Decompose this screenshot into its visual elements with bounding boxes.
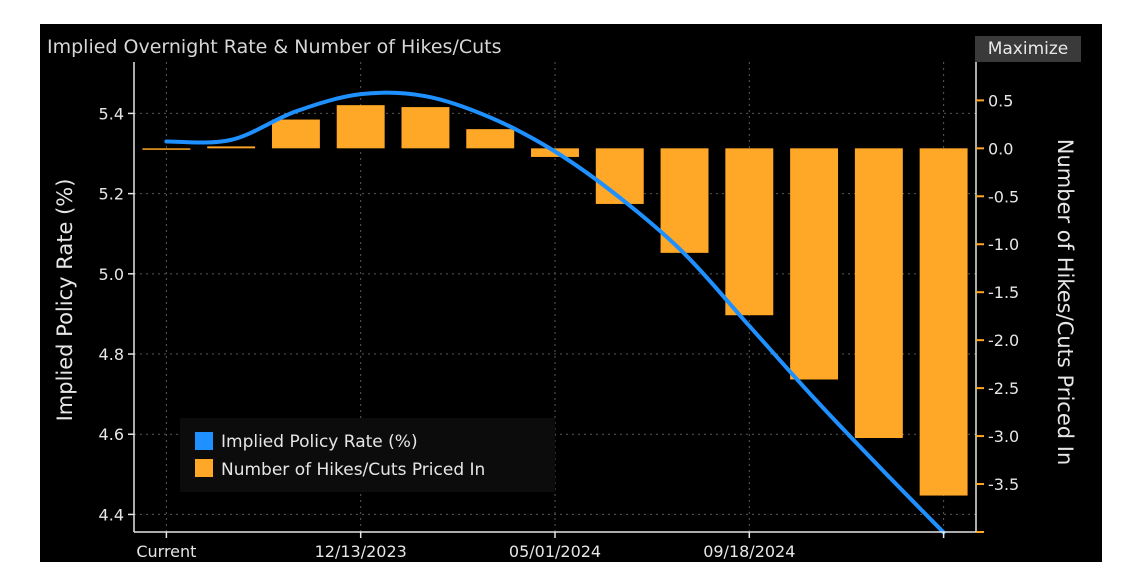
y-axis-title: Implied Policy Rate (%) bbox=[53, 179, 77, 422]
legend-label-rate: Implied Policy Rate (%) bbox=[221, 432, 418, 452]
legend-label-hikes: Number of Hikes/Cuts Priced In bbox=[221, 460, 485, 480]
left-ticks: 4.4 4.6 4.8 5.0 5.2 5.4 bbox=[99, 104, 134, 524]
maximize-button[interactable]: Maximize bbox=[975, 36, 1081, 62]
legend-swatch-rate bbox=[195, 432, 213, 450]
y2-tick-label-3: -1.0 bbox=[988, 235, 1019, 254]
bar-7 bbox=[595, 148, 644, 204]
bar-8 bbox=[660, 148, 709, 253]
legend: Implied Policy Rate (%) Number of Hikes/… bbox=[180, 418, 555, 492]
y-tick-label-2: 4.8 bbox=[99, 345, 124, 364]
y-tick-label-3: 5.0 bbox=[99, 265, 124, 284]
y2-tick-label-7: -3.0 bbox=[988, 427, 1019, 446]
y2-tick-label-2: -0.5 bbox=[988, 187, 1019, 206]
bar-11 bbox=[854, 148, 903, 438]
legend-background bbox=[180, 418, 555, 492]
y-tick-label-1: 4.6 bbox=[99, 425, 124, 444]
line-group bbox=[164, 90, 946, 535]
x-tick-label-0: Current bbox=[136, 542, 196, 561]
bar-10 bbox=[790, 148, 839, 380]
bar-2 bbox=[271, 119, 320, 149]
chart-title: Implied Overnight Rate & Number of Hikes… bbox=[47, 36, 502, 58]
y2-axis-title: Number of Hikes/Cuts Priced In bbox=[1053, 139, 1077, 465]
y-tick-label-5: 5.4 bbox=[99, 104, 124, 123]
bar-0 bbox=[142, 148, 191, 150]
y2-tick-label-8: -3.5 bbox=[988, 475, 1019, 494]
bar-9 bbox=[725, 148, 774, 316]
bar-12 bbox=[919, 148, 968, 496]
bar-5 bbox=[466, 129, 515, 149]
bar-4 bbox=[401, 107, 450, 149]
y-tick-label-4: 5.2 bbox=[99, 185, 124, 204]
y2-tick-label-1: 0.0 bbox=[988, 139, 1013, 158]
bars-group bbox=[142, 105, 968, 496]
line-implied-policy-rate bbox=[164, 90, 946, 535]
bar-1 bbox=[207, 146, 256, 149]
x-ticks: Current 12/13/2023 05/01/2024 09/18/2024 bbox=[136, 532, 945, 561]
y2-tick-label-5: -2.0 bbox=[988, 331, 1019, 350]
right-ticks: 0.5 0.0 -0.5 -1.0 -1.5 -2.0 -2.5 -3.0 -3.5 bbox=[976, 91, 1019, 533]
legend-swatch-hikes bbox=[195, 459, 213, 477]
x-tick-label-3: 09/18/2024 bbox=[703, 542, 795, 561]
x-tick-label-2: 05/01/2024 bbox=[509, 542, 601, 561]
bar-3 bbox=[336, 105, 385, 149]
x-tick-label-1: 12/13/2023 bbox=[315, 542, 407, 561]
y-tick-label-0: 4.4 bbox=[99, 505, 124, 524]
y2-tick-label-6: -2.5 bbox=[988, 379, 1019, 398]
y2-tick-label-4: -1.5 bbox=[988, 283, 1019, 302]
y2-tick-label-0: 0.5 bbox=[988, 91, 1013, 110]
